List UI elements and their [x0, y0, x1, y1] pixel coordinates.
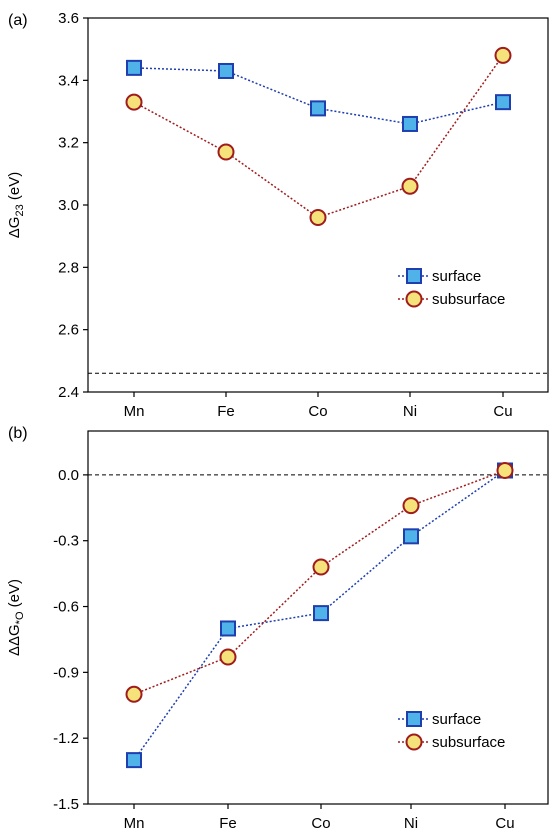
plot-frame: [87, 17, 549, 393]
series-line-subsurface: [133, 54, 504, 219]
x-tick-label: Ni: [404, 815, 418, 832]
data-point-subsurface: [401, 177, 419, 195]
data-point-surface: [495, 94, 511, 111]
y-axis-label-suffix: (eV): [6, 172, 23, 205]
y-axis-label: ΔΔG*O (eV): [6, 579, 26, 656]
data-point-subsurface: [402, 497, 420, 515]
data-point-surface: [313, 605, 329, 622]
x-tick-label: Mn: [124, 403, 145, 420]
legend-label-surface: surface: [432, 711, 481, 728]
data-point-surface: [402, 115, 418, 132]
data-point-subsurface: [309, 208, 327, 226]
x-tick-label: Fe: [219, 815, 237, 832]
y-tick-label: 3.4: [58, 72, 79, 89]
legend-marker-subsurface: [405, 290, 423, 308]
data-point-surface: [126, 59, 142, 76]
data-point-subsurface: [496, 461, 514, 479]
plot-frame: [87, 430, 549, 805]
y-tick-label: 3.2: [58, 135, 79, 152]
series-line-surface: [133, 67, 504, 125]
data-point-surface: [126, 752, 142, 769]
panel-label: (b): [8, 425, 28, 442]
y-axis-label-subscript: 23: [14, 204, 26, 216]
y-tick-label: 3.0: [58, 197, 79, 214]
series-subsurface: [125, 46, 512, 226]
legend-label-subsurface: subsurface: [432, 291, 505, 308]
data-point-subsurface: [125, 685, 143, 703]
data-point-surface: [220, 620, 236, 637]
y-axis-label-prefix: ΔΔG: [6, 624, 23, 656]
data-point-subsurface: [125, 93, 143, 111]
data-point-subsurface: [312, 558, 330, 576]
y-axis-label-prefix: ΔG: [6, 217, 23, 239]
y-tick-label: -0.3: [53, 533, 79, 550]
y-tick-label: -1.5: [53, 796, 79, 813]
x-tick-label: Mn: [124, 815, 145, 832]
y-tick-label: -0.6: [53, 599, 79, 616]
y-tick-label: 2.6: [58, 322, 79, 339]
data-point-subsurface: [219, 648, 237, 666]
legend-marker-surface: [406, 711, 422, 727]
legend: surface subsurface: [398, 711, 505, 751]
data-point-subsurface: [217, 143, 235, 161]
y-tick-label: 0.0: [58, 467, 79, 484]
legend-marker-surface: [406, 268, 422, 284]
series-line-subsurface: [133, 469, 506, 695]
x-tick-label: Ni: [403, 403, 417, 420]
panel-label: (a): [8, 12, 28, 29]
y-tick-label: 2.4: [58, 384, 79, 401]
legend: surface subsurface: [398, 268, 505, 308]
x-tick-label: Co: [311, 815, 330, 832]
data-point-surface: [218, 62, 234, 79]
x-tick-label: Co: [308, 403, 327, 420]
data-point-subsurface: [494, 46, 512, 64]
data-point-surface: [403, 528, 419, 545]
series-subsurface: [125, 461, 514, 703]
panel-b: (b) -1.5 -1.2 -0.9 -0.6 -0.3 0.0 Mn Fe Co Ni Cu ΔΔG*…: [6, 425, 549, 832]
y-axis-label-subscript: *O: [14, 611, 26, 624]
legend-marker-subsurface: [405, 733, 423, 751]
x-tick-label: Cu: [495, 815, 514, 832]
y-axis-label-suffix: (eV): [6, 579, 23, 612]
y-tick-label: 3.6: [58, 10, 79, 27]
y-tick-label: -0.9: [53, 664, 79, 681]
y-tick-label: 2.8: [58, 259, 79, 276]
legend-label-subsurface: subsurface: [432, 734, 505, 751]
panel-a: (a) 2.4 2.6 2.8 3.0 3.2 3.4 3.6 Mn Fe Co Ni Cu ΔG23 (…: [6, 10, 549, 420]
x-tick-label: Fe: [217, 403, 235, 420]
data-point-surface: [310, 100, 326, 117]
series-surface: [126, 59, 511, 132]
y-axis-label: ΔG23 (eV): [6, 172, 26, 238]
y-tick-label: -1.2: [53, 730, 79, 747]
x-tick-label: Cu: [493, 403, 512, 420]
legend-label-surface: surface: [432, 268, 481, 285]
